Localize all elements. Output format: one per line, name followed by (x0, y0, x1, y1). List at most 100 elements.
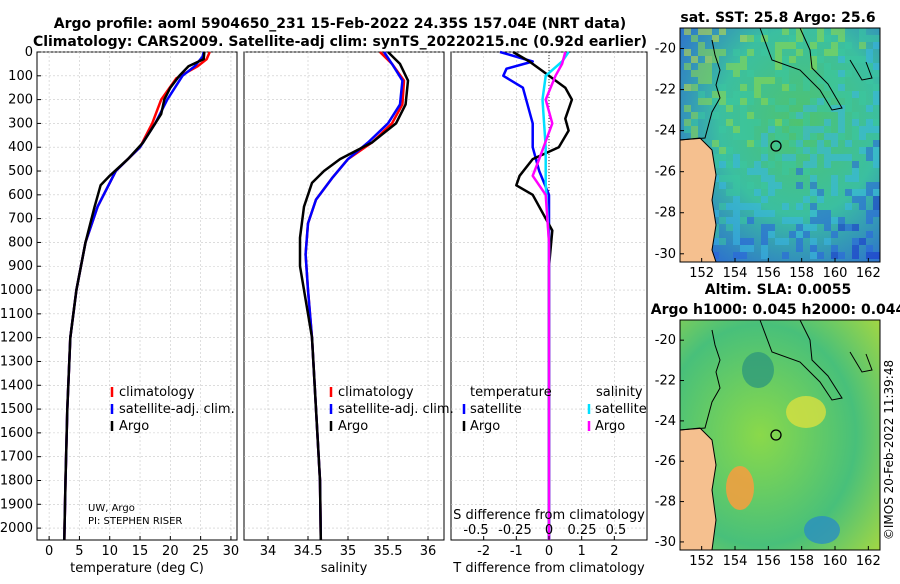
credit-line2: PI: STEPHEN RISER (88, 516, 182, 527)
sst-pixel (719, 28, 726, 35)
depth-tick-label: 2000 (0, 521, 33, 536)
sst-pixel (845, 203, 852, 210)
sst-pixel (698, 42, 705, 49)
sst-pixel (747, 140, 754, 147)
sst-pixel (726, 63, 733, 70)
sst-pixel (796, 112, 803, 119)
sst-pixel (859, 28, 866, 35)
sst-pixel (852, 245, 859, 252)
series-argo (64, 52, 204, 540)
sst-pixel (873, 63, 880, 70)
salinity-legend: climatology satellite-adj. clim. Argo (331, 385, 454, 434)
sst-pixel (817, 35, 824, 42)
depth-tick-label: 1600 (0, 426, 33, 441)
x-tick-label: 20 (162, 544, 179, 559)
sst-pixel (817, 140, 824, 147)
lon-tick-label: 158 (789, 554, 814, 569)
sst-pixel (796, 182, 803, 189)
sst-pixel (747, 91, 754, 98)
sst-pixel (859, 147, 866, 154)
sst-pixel (684, 119, 691, 126)
sst-pixel (719, 126, 726, 133)
lon-tick-label: 152 (689, 266, 714, 281)
x-tick-label: 36 (420, 544, 437, 559)
sst-pixel (873, 161, 880, 168)
legend-climatology: climatology (119, 385, 195, 400)
sst-pixel (747, 182, 754, 189)
sst-pixel (803, 168, 810, 175)
sla-high-anomaly-2 (786, 396, 826, 428)
sst-pixel (831, 189, 838, 196)
sst-pixel (684, 49, 691, 56)
sst-pixel (803, 147, 810, 154)
sst-pixel (733, 133, 740, 140)
sst-pixel (803, 105, 810, 112)
lat-tick-label: -28 (655, 495, 676, 510)
sst-pixel (866, 154, 873, 161)
sst-pixel (796, 224, 803, 231)
sst-pixel (761, 154, 768, 161)
sst-pixel (684, 84, 691, 91)
sst-pixel (775, 126, 782, 133)
sst-pixel (768, 98, 775, 105)
sst-pixel (789, 56, 796, 63)
sst-pixel (831, 182, 838, 189)
sst-pixel (705, 77, 712, 84)
sst-pixel (810, 238, 817, 245)
sst-pixel (698, 112, 705, 119)
depth-tick-label: 1700 (0, 450, 33, 465)
s-tick-label: -0.25 (498, 523, 532, 538)
sst-pixel (831, 84, 838, 91)
sst-pixel (817, 105, 824, 112)
x-tick-label: -2 (477, 544, 490, 559)
series-satellite-adj-clim- (64, 52, 203, 540)
sst-pixel (684, 105, 691, 112)
sst-pixel (796, 49, 803, 56)
sst-pixel (831, 28, 838, 35)
s-difference-label: S difference from climatology (453, 508, 645, 523)
temperature-panel: 0100200300400500600700800900100011001200… (0, 45, 239, 576)
sst-pixel (796, 217, 803, 224)
sst-pixel (691, 119, 698, 126)
sst-pixel (810, 203, 817, 210)
sst-pixel (838, 49, 845, 56)
sst-pixel (824, 63, 831, 70)
sst-pixel (824, 224, 831, 231)
sst-pixel (859, 98, 866, 105)
lat-tick-label: -26 (655, 454, 676, 469)
sst-pixel (740, 105, 747, 112)
sst-pixel (761, 210, 768, 217)
sst-pixel (733, 238, 740, 245)
sst-pixel (698, 77, 705, 84)
sst-pixel (691, 112, 698, 119)
sst-pixel (803, 84, 810, 91)
sst-pixel (845, 224, 852, 231)
sst-pixel (726, 119, 733, 126)
sst-pixel (789, 126, 796, 133)
sst-pixel (873, 35, 880, 42)
sst-pixel (838, 28, 845, 35)
sst-pixel (733, 91, 740, 98)
sst-pixel (824, 70, 831, 77)
sst-pixel (726, 217, 733, 224)
sst-pixel (775, 133, 782, 140)
sst-pixel (733, 126, 740, 133)
sst-pixel (796, 168, 803, 175)
sst-pixel (782, 252, 789, 259)
sst-pixel (782, 56, 789, 63)
sst-pixel (866, 210, 873, 217)
sst-pixel (789, 98, 796, 105)
sst-pixel (838, 112, 845, 119)
sst-pixel (768, 126, 775, 133)
depth-tick-label: 1300 (0, 354, 33, 369)
sst-pixel (782, 168, 789, 175)
sst-pixel (789, 217, 796, 224)
legend-temperature-title: temperature (470, 385, 552, 400)
lon-tick-label: 160 (823, 266, 848, 281)
sst-pixel (817, 210, 824, 217)
sst-pixel (866, 35, 873, 42)
sst-pixel (761, 133, 768, 140)
sst-pixel (866, 231, 873, 238)
sst-pixel (817, 98, 824, 105)
depth-tick-label: 700 (8, 212, 33, 227)
